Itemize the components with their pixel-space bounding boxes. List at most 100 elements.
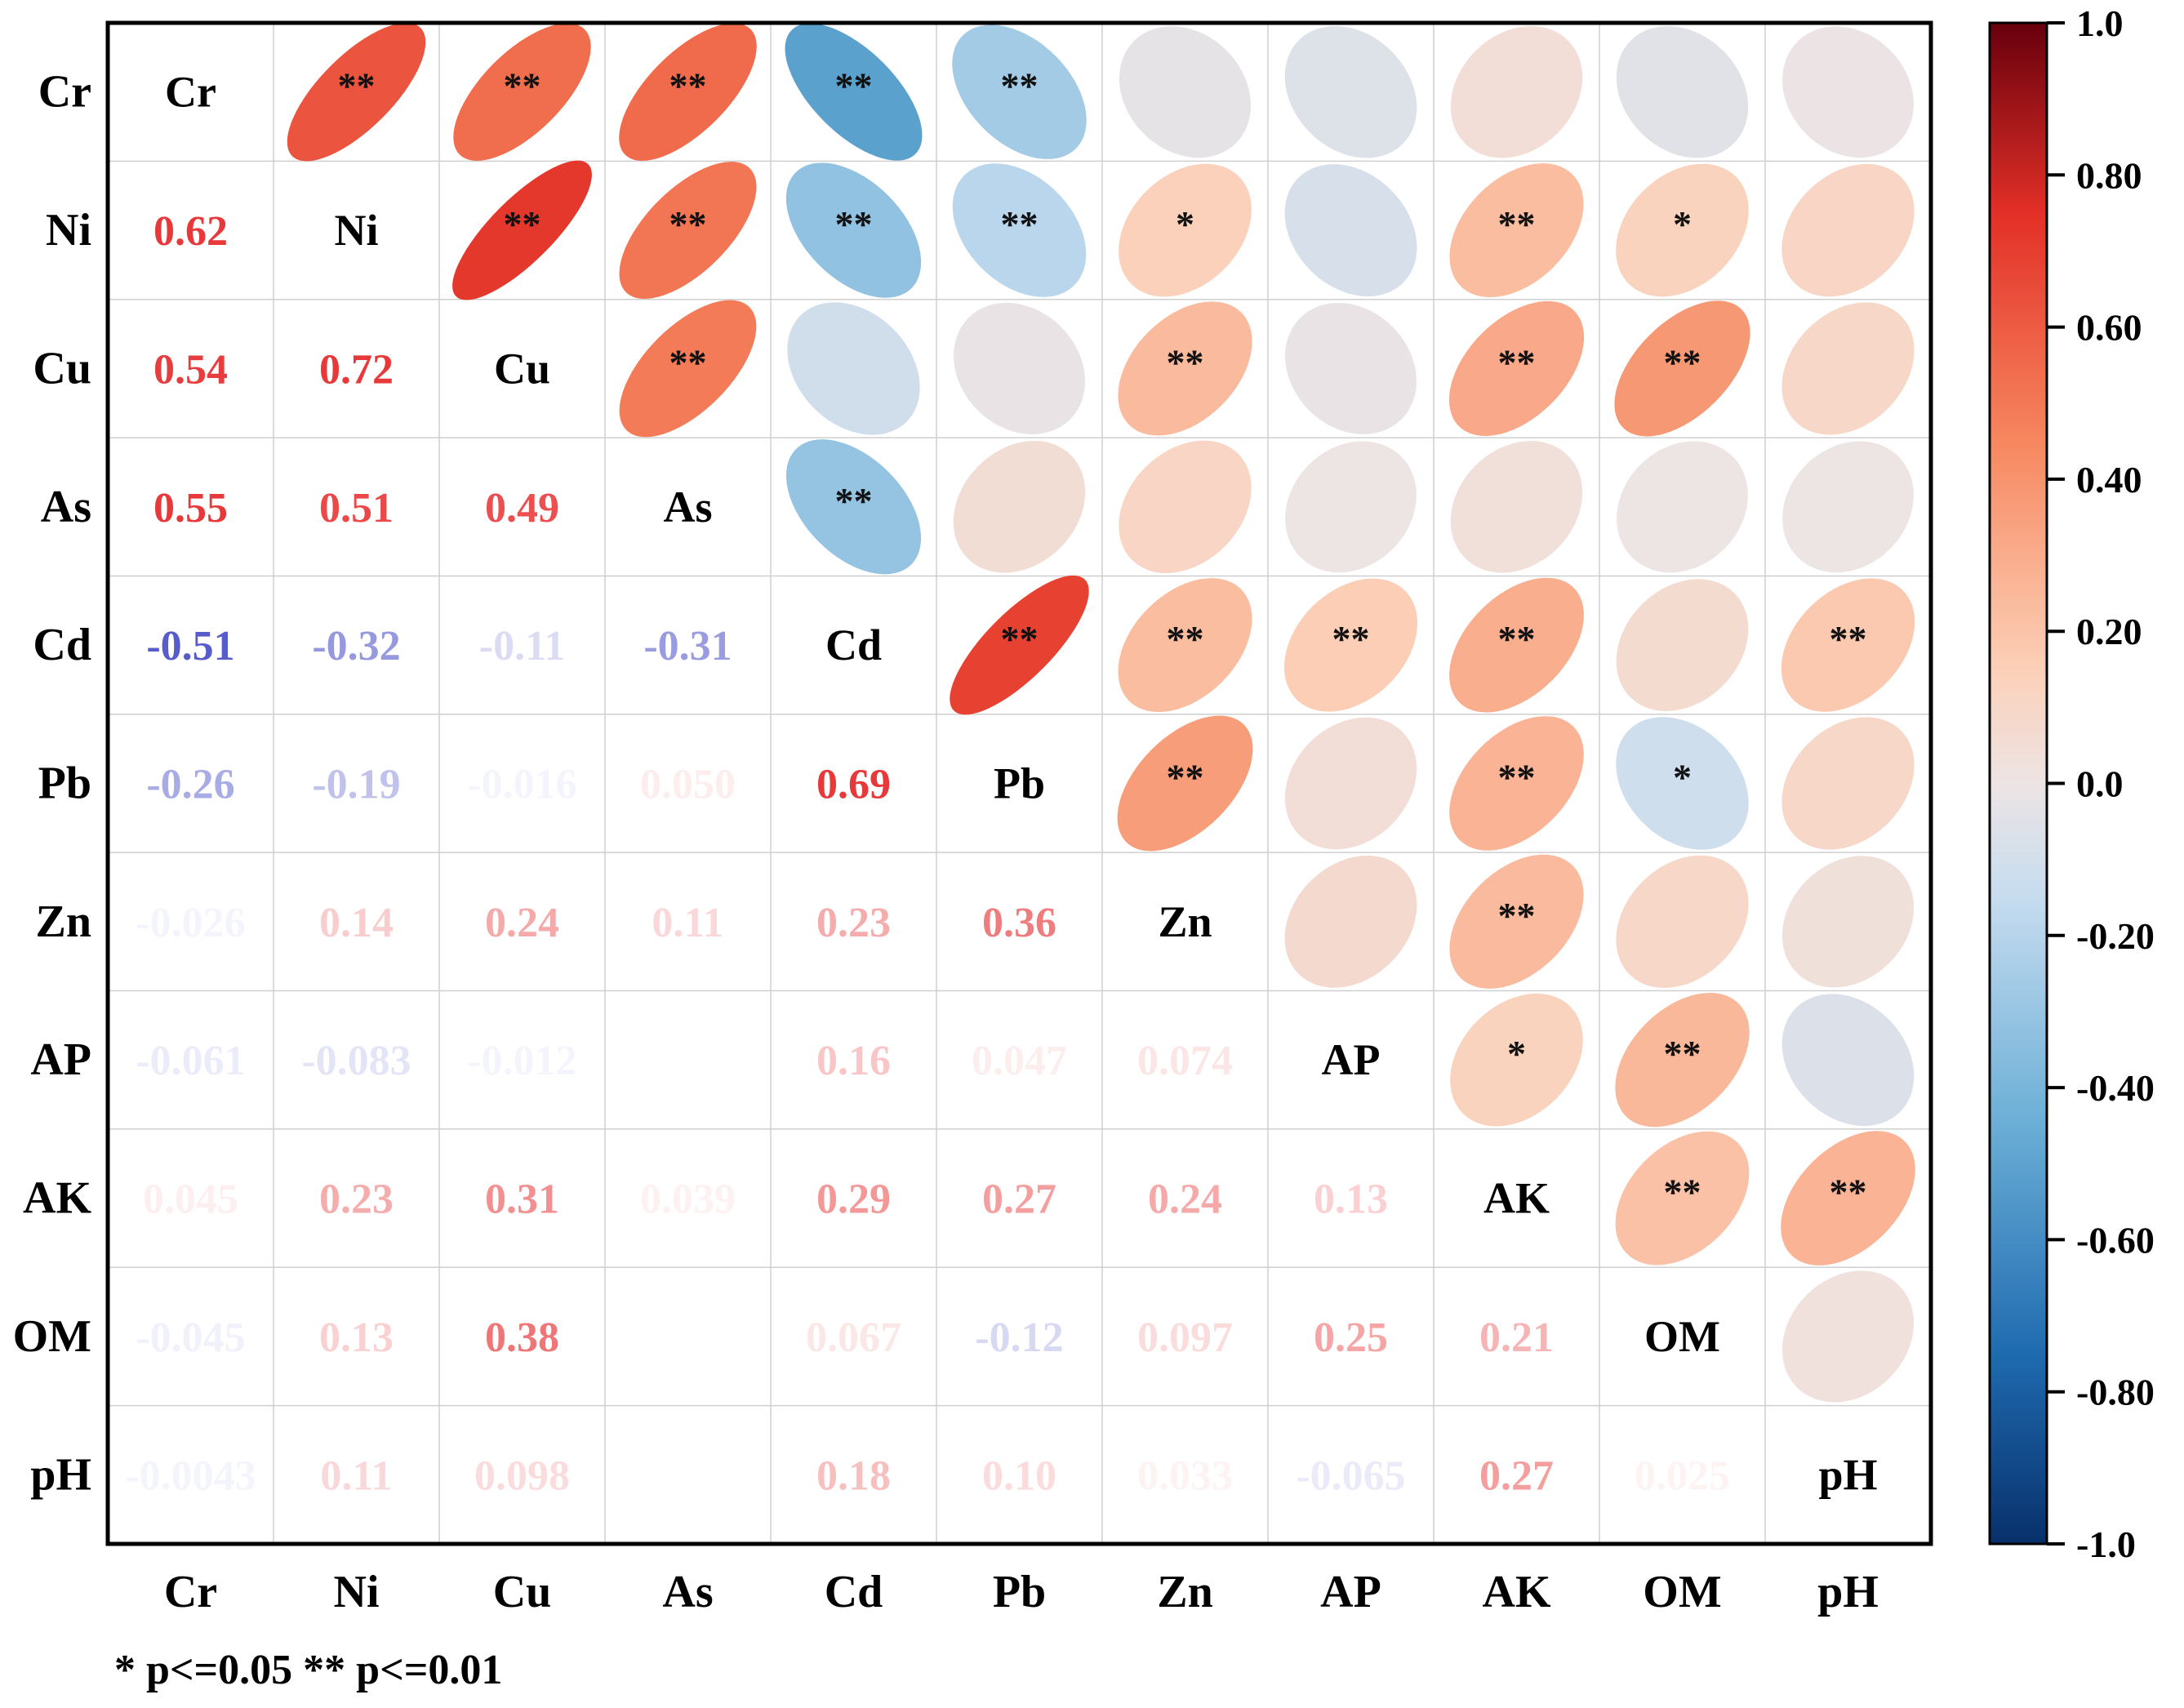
significance-mark: ** — [1001, 65, 1039, 107]
correlation-value: -0.0043 — [125, 1452, 256, 1499]
column-label: Cr — [164, 1567, 217, 1617]
column-label: AK — [1483, 1567, 1551, 1617]
correlation-value: 0.27 — [1479, 1452, 1554, 1499]
correlation-value: 0.074 — [1137, 1038, 1233, 1084]
correlation-ellipse — [619, 300, 757, 438]
correlation-ellipse — [1285, 302, 1417, 434]
row-label: Pb — [38, 758, 91, 809]
correlation-value: -0.12 — [975, 1314, 1063, 1361]
matrix-frame — [105, 20, 1933, 1546]
correlation-value: 0.047 — [972, 1038, 1067, 1084]
correlation-ellipse — [1284, 164, 1417, 297]
diagonal-label: Cr — [165, 68, 216, 117]
row-label: pH — [30, 1449, 91, 1500]
row-label: AP — [30, 1034, 91, 1085]
correlation-value: 0.10 — [982, 1452, 1056, 1499]
significance-mark: ** — [1498, 203, 1536, 245]
correlation-ellipse — [619, 23, 757, 161]
correlation-ellipse — [1616, 855, 1749, 988]
significance-mark: ** — [835, 65, 873, 107]
correlation-ellipse — [1781, 994, 1915, 1127]
correlation-value: 0.21 — [1479, 1314, 1554, 1361]
correlation-value: 0.62 — [153, 208, 228, 255]
correlation-value: 0.49 — [485, 485, 559, 532]
diagonal-label: As — [663, 483, 712, 532]
diagonal-label: OM — [1644, 1312, 1720, 1361]
correlation-value: 0.69 — [816, 762, 891, 808]
correlation-value: 0.51 — [319, 485, 394, 532]
column-label: Zn — [1157, 1567, 1213, 1617]
correlation-ellipse — [1284, 25, 1417, 158]
colorbar-tick-label: -0.40 — [2076, 1067, 2155, 1109]
significance-mark: ** — [669, 341, 707, 383]
colorbar-tick-label: 0.20 — [2076, 611, 2142, 652]
significance-mark: ** — [1001, 203, 1039, 245]
correlation-ellipse — [1781, 856, 1915, 988]
correlation-value: -0.11 — [479, 623, 565, 669]
correlation-ellipse — [1615, 1131, 1750, 1265]
correlation-value: 0.36 — [982, 900, 1056, 946]
correlation-value: 0.067 — [806, 1314, 901, 1361]
column-label: As — [662, 1567, 713, 1617]
correlation-value: 0.24 — [1148, 1176, 1222, 1223]
correlation-value: 0.13 — [1314, 1176, 1388, 1223]
diagonal-label: pH — [1818, 1450, 1877, 1499]
correlation-value: 0.11 — [652, 900, 723, 946]
row-label: Zn — [36, 896, 92, 947]
significance-mark: ** — [1332, 618, 1370, 660]
row-label: Ni — [46, 205, 91, 256]
significance-mark: ** — [338, 65, 376, 107]
correlation-ellipse — [1616, 717, 1749, 850]
significance-mark: ** — [669, 203, 707, 245]
correlation-ellipse — [950, 575, 1089, 715]
correlation-value: -0.016 — [467, 762, 576, 808]
column-label: Ni — [334, 1567, 380, 1617]
significance-mark: ** — [1664, 341, 1701, 383]
significance-mark: * — [1673, 757, 1692, 798]
significance-mark: ** — [1498, 341, 1536, 383]
colorbar-tick-label: -1.0 — [2076, 1523, 2136, 1565]
correlation-ellipse — [1614, 300, 1750, 437]
correlation-value: 0.23 — [816, 900, 891, 946]
diagonal-label: Ni — [335, 206, 379, 255]
significance-mark: ** — [1830, 618, 1867, 660]
colorbar-gradient — [1988, 21, 2048, 1546]
correlation-value: 0.097 — [1137, 1314, 1233, 1361]
correlation-value: 0.31 — [485, 1176, 559, 1223]
matrix-gridlines — [108, 23, 1931, 1544]
correlation-value: -0.32 — [312, 623, 400, 669]
correlation-ellipse — [1781, 302, 1915, 435]
diagonal-label: AP — [1322, 1035, 1381, 1084]
correlation-value: 0.23 — [319, 1176, 394, 1223]
diagonal-label: Pb — [994, 759, 1045, 808]
correlation-value: 0.033 — [1137, 1452, 1233, 1499]
correlation-ellipse — [1450, 25, 1583, 158]
significance-mark: ** — [1664, 1172, 1701, 1213]
correlation-ellipse — [952, 163, 1087, 297]
correlation-ellipse — [1119, 163, 1252, 297]
correlation-ellipse — [1781, 578, 1915, 712]
significance-mark: ** — [1664, 1033, 1701, 1074]
correlation-ellipse — [287, 22, 426, 162]
correlation-ellipse — [1449, 716, 1584, 851]
correlation-ellipse — [452, 160, 592, 300]
row-label: Cd — [33, 620, 91, 670]
row-labels: Cr Ni Cu As Cd Pb Zn AP AK OM pH — [13, 67, 92, 1501]
correlation-ellipse — [787, 302, 920, 435]
correlation-ellipse — [1284, 855, 1417, 988]
row-label: OM — [13, 1311, 91, 1362]
correlation-ellipse — [1450, 993, 1583, 1127]
diagonal-label: Cu — [494, 344, 550, 393]
correlation-ellipse — [1617, 441, 1748, 573]
correlation-ellipse — [785, 23, 923, 161]
correlation-ellipse — [1448, 300, 1585, 436]
colorbar-tick-label: -0.60 — [2076, 1219, 2155, 1261]
correlation-ellipse — [1283, 578, 1418, 712]
correlation-ellipse — [1782, 26, 1914, 158]
significance-mark: * — [1176, 203, 1194, 245]
diagonal-label: AK — [1483, 1174, 1550, 1223]
correlation-ellipse — [1781, 1131, 1915, 1265]
correlation-ellipse — [1781, 1270, 1915, 1403]
significance-legend: * p<=0.05 ** p<=0.01 — [114, 1647, 502, 1693]
colorbar-tick-label: 1.0 — [2076, 2, 2124, 44]
